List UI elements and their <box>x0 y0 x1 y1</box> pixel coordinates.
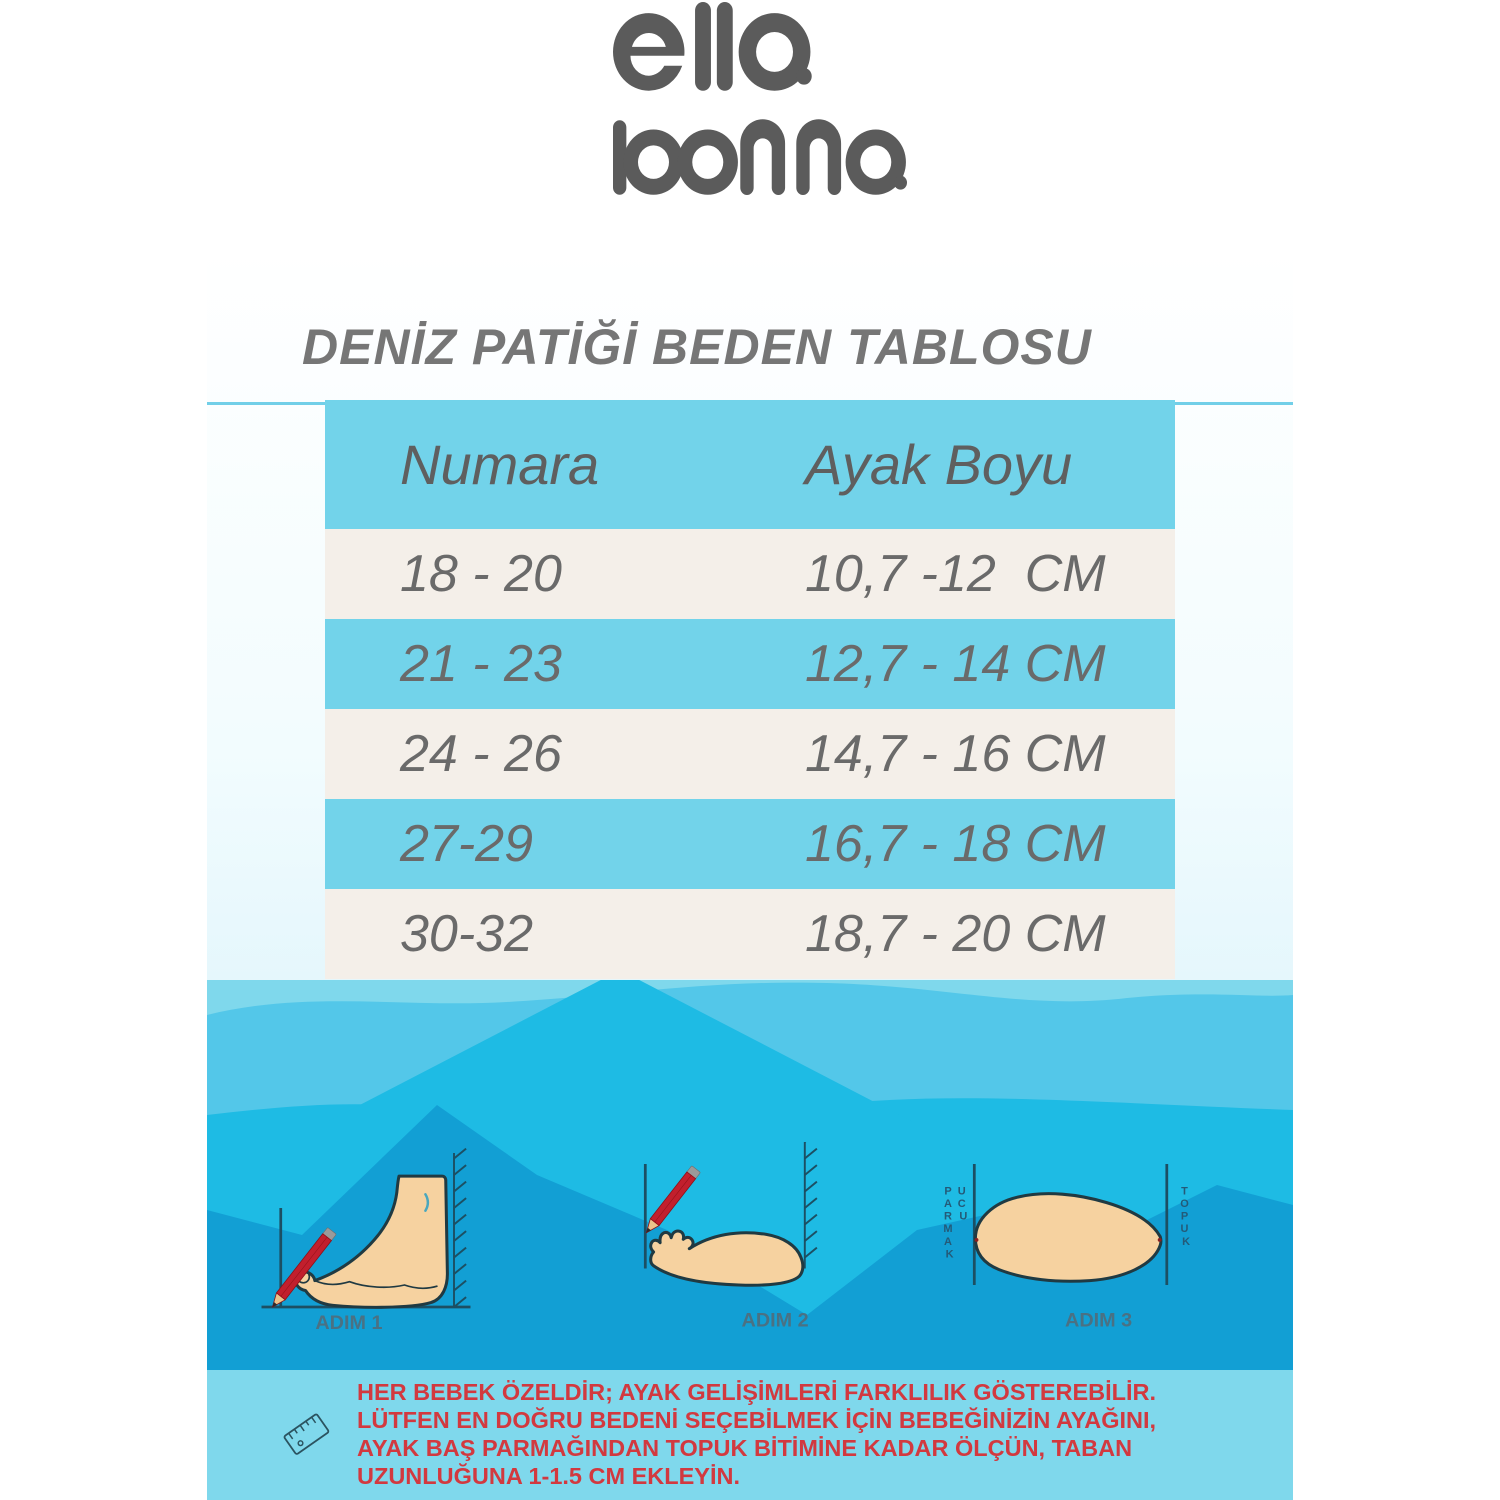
svg-text:ADIM 1: ADIM 1 <box>315 1312 382 1334</box>
svg-text:T O P: T O P U K <box>1180 1185 1192 1248</box>
svg-text:ADIM 3: ADIM 3 <box>1065 1309 1132 1331</box>
svg-text:U C U: U C U <box>958 1185 969 1222</box>
svg-text:ADIM 2: ADIM 2 <box>742 1309 809 1331</box>
svg-text:P A R: P A R M A K <box>943 1185 955 1260</box>
